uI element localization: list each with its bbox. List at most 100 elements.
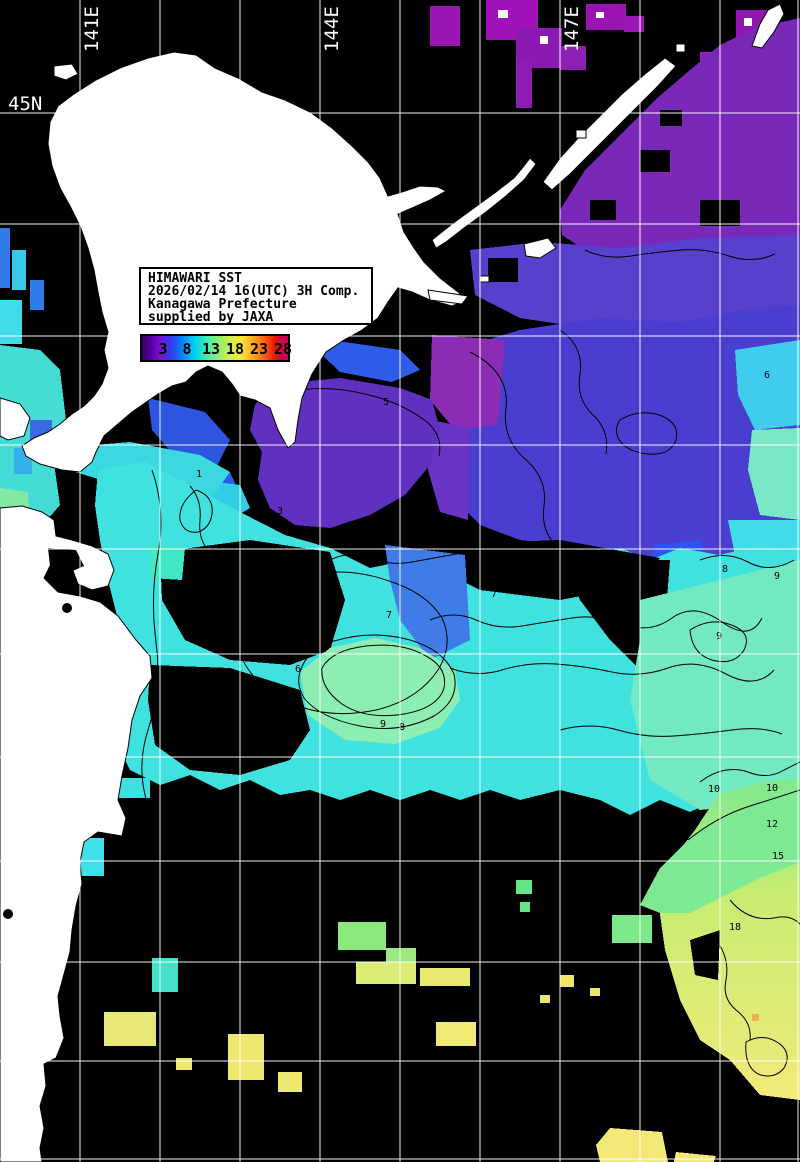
- info-box-line1: HIMAWARI SST: [148, 271, 242, 286]
- contour-line: [189, 485, 220, 579]
- cloud-speck: [498, 10, 508, 18]
- contour-line: [584, 249, 776, 260]
- contour-label: 8: [722, 564, 728, 575]
- contour-line: [699, 761, 800, 783]
- contour-label: 10: [766, 783, 778, 794]
- contour-label: 18: [729, 922, 741, 933]
- sst-region: [322, 340, 420, 382]
- contour-line: [715, 939, 751, 1041]
- sst-region: [560, 975, 574, 987]
- land-iturup: [542, 57, 677, 191]
- nodata-hole: [660, 110, 682, 126]
- contour-label: 3: [277, 506, 283, 517]
- nodata-hole: [148, 665, 310, 775]
- nodata-hole: [160, 540, 345, 665]
- sst-region: [386, 948, 416, 964]
- contour-line: [687, 789, 800, 841]
- land-urup: [751, 3, 785, 49]
- land-layer: [0, 3, 785, 1162]
- sst-region-purple-patch: [430, 335, 505, 430]
- contour-label: 6: [558, 572, 564, 583]
- contour-line: [699, 555, 795, 568]
- colorbar-tick: 13: [202, 340, 220, 358]
- contour-line: [284, 387, 441, 457]
- info-box-frame: [139, 267, 373, 325]
- contour-line: [469, 351, 561, 551]
- sst-region: [624, 16, 644, 32]
- nodata-hole: [640, 150, 670, 172]
- contour-label: 15: [772, 851, 784, 862]
- sst-region: [516, 880, 532, 894]
- contour-line: [559, 329, 608, 455]
- sst-region: [560, 46, 586, 70]
- contour-label: 9: [774, 571, 780, 582]
- colorbar: 3 8 13 18 23 28: [140, 334, 292, 362]
- sst-region-violet-band: [470, 235, 800, 340]
- land-rishiri: [53, 63, 79, 81]
- contour-label: 7: [386, 610, 392, 621]
- sst-region: [596, 1128, 668, 1162]
- land-islet: [575, 129, 587, 139]
- lake-towada: [3, 909, 13, 919]
- contour-label: 5: [267, 582, 273, 593]
- nodata-hole: [690, 930, 720, 980]
- contour-line: [729, 899, 800, 925]
- sst-region: [30, 280, 44, 310]
- sst-region: [356, 962, 416, 984]
- contour-line: [237, 571, 448, 715]
- nodata-hole: [680, 1090, 800, 1162]
- contour-line: [745, 1037, 788, 1077]
- sst-region: [748, 428, 800, 520]
- sst-region: [735, 340, 800, 430]
- colorbar-gradient: [142, 336, 288, 360]
- nodata-hole: [590, 200, 616, 220]
- contour-line: [298, 634, 456, 729]
- land-nemuro-spit: [427, 289, 469, 305]
- sst-region: [150, 545, 185, 580]
- land-hokkaido: [21, 51, 467, 473]
- contour-line: [449, 663, 775, 682]
- sst-region: [148, 398, 230, 470]
- contour-line: [179, 489, 213, 533]
- sst-region: [278, 1072, 302, 1092]
- sst-region: [586, 4, 626, 30]
- contour-label: 6: [369, 534, 375, 545]
- cloud-speck: [540, 36, 548, 44]
- sst-region-indigo: [452, 305, 800, 600]
- colorbar-tick: 8: [182, 340, 191, 358]
- contour-label: 9: [716, 631, 722, 642]
- contour-label: 12: [766, 819, 778, 830]
- sst-region: [228, 1034, 264, 1080]
- land-islet: [675, 43, 686, 53]
- sst-region: [176, 1058, 192, 1070]
- contour-label: 1: [196, 469, 202, 480]
- sst-region: [112, 778, 150, 798]
- sst-region-green-core: [300, 638, 460, 744]
- geo-labels: 45N 141E 144E 147E: [8, 6, 583, 115]
- contour-label: 7: [491, 589, 497, 600]
- mutsu-bay: [48, 548, 84, 574]
- sst-region: [752, 1014, 759, 1021]
- sst-region: [104, 1012, 156, 1046]
- contour-line: [321, 644, 446, 717]
- lake: [62, 603, 72, 613]
- colorbar-tick: 18: [226, 340, 244, 358]
- info-box-line2: 2026/02/14 16(UTC) 3H Comp.: [148, 284, 359, 299]
- sst-region: [12, 250, 26, 290]
- nodata-hole: [488, 258, 518, 282]
- contour-line: [141, 469, 162, 817]
- colorbar-tick: 23: [250, 340, 268, 358]
- land-honshu: [0, 505, 153, 1162]
- info-box-line3: Kanagawa Prefecture: [148, 297, 297, 312]
- colorbar-tick: 3: [158, 340, 167, 358]
- lon-label-141e: 141E: [81, 6, 103, 52]
- land-okushiri: [0, 397, 31, 441]
- contour-label: 10: [708, 784, 720, 795]
- contour-labels: 5 1 3 6 5 7 6 9 8 6 7 8 9 9 10 10 12 15 …: [196, 370, 784, 933]
- sst-region: [430, 6, 460, 46]
- sst-region: [590, 988, 600, 996]
- contour-line: [329, 552, 541, 565]
